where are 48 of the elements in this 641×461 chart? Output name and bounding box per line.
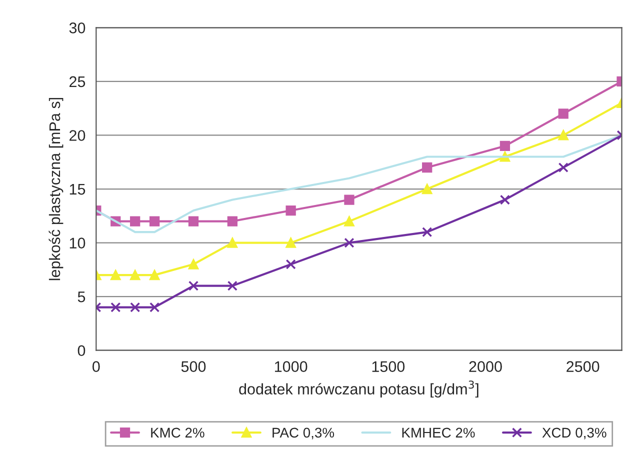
x-tick-label: 500 <box>181 361 206 372</box>
point <box>130 302 140 312</box>
y-tick-label: 25 <box>70 76 86 88</box>
legend-label: PAC 0,3% <box>272 428 334 440</box>
point <box>344 238 354 248</box>
point <box>500 194 510 205</box>
point <box>188 216 199 226</box>
y-tick-label: 0 <box>78 345 86 356</box>
point <box>227 238 238 248</box>
point <box>422 226 432 238</box>
y-tick-label: 10 <box>70 238 86 248</box>
point <box>130 216 140 226</box>
y-tick-label: 5 <box>78 292 86 302</box>
point <box>130 270 140 280</box>
x-tick-label: 1500 <box>372 361 405 372</box>
point <box>558 130 568 140</box>
point <box>110 302 121 312</box>
x-axis-title: dodatek mrówczanu potasu [g/dm$^{3}$] <box>239 380 478 398</box>
point <box>500 140 510 152</box>
point <box>227 216 238 226</box>
point <box>286 238 296 248</box>
point <box>149 270 160 280</box>
point <box>344 194 354 205</box>
x-tick-label: 2000 <box>469 361 502 372</box>
y-tick-label: 20 <box>70 130 86 141</box>
point <box>110 270 121 280</box>
legend-label: KMC 2% <box>151 428 204 438</box>
point <box>422 162 432 173</box>
y-tick-label: 15 <box>70 184 86 195</box>
point <box>188 280 199 291</box>
x-tick-label: 1000 <box>274 361 308 372</box>
y-axis-title: lepkość plastyczna [mPa s] <box>48 98 64 280</box>
point <box>227 280 238 291</box>
y-tick-label: 30 <box>69 22 86 34</box>
point <box>558 162 568 173</box>
point <box>149 302 160 312</box>
x-tick-label: 0 <box>92 361 100 372</box>
point <box>344 216 354 226</box>
line-series <box>96 134 622 234</box>
point <box>422 184 432 194</box>
x-tick-label: 2500 <box>566 361 600 372</box>
point <box>286 259 296 270</box>
point <box>558 108 568 119</box>
point <box>286 205 296 216</box>
legend-label: KMHEC 2% <box>402 428 475 438</box>
point <box>188 259 199 270</box>
point <box>149 216 160 226</box>
legend-label: XCD 0,3% <box>542 428 606 440</box>
